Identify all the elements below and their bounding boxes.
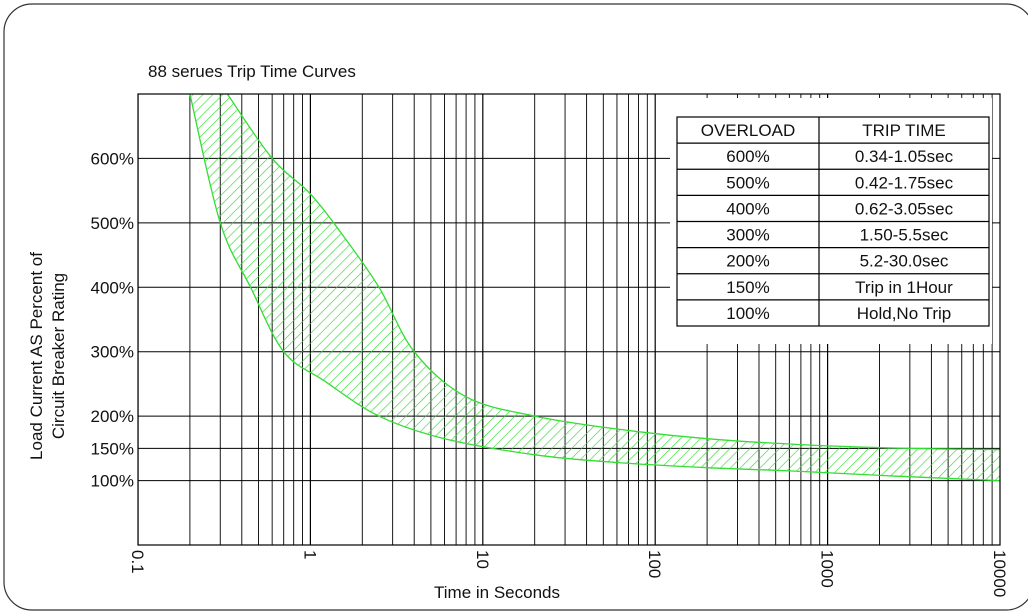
table-cell: 200%	[726, 252, 769, 271]
trip-band-area	[189, 94, 1000, 481]
y-tick-label: 300%	[91, 343, 134, 362]
y-tick-label: 400%	[91, 278, 134, 297]
plot-border	[137, 93, 1001, 546]
table-cell: 150%	[726, 278, 769, 297]
y-tick-label: 600%	[91, 149, 134, 168]
table-cell: 0.62-3.05sec	[855, 199, 954, 218]
table-cell: 0.34-1.05sec	[855, 147, 954, 166]
y-tick-label: 200%	[91, 407, 134, 426]
x-tick-label: 1000	[818, 550, 837, 588]
table-cell: Trip in 1Hour	[855, 278, 953, 297]
table-header-cell: OVERLOAD	[701, 121, 795, 140]
x-axis-label: Time in Seconds	[434, 583, 560, 602]
chart-title: 88 serues Trip Time Curves	[148, 62, 356, 81]
y-tick-label: 100%	[91, 472, 134, 491]
y-tick-labels: 100% 150% 200% 300% 400% 500% 600%	[91, 149, 134, 490]
x-tick-label: 10000	[990, 550, 1009, 597]
x-tick-labels: 0.1 1 10 100 1000 10000	[128, 550, 1009, 597]
x-tick-label: 100	[645, 550, 664, 578]
table-header-cell: TRIP TIME	[862, 121, 945, 140]
table-cell: 0.42-1.75sec	[855, 173, 954, 192]
lower-trip-curve	[189, 94, 1000, 482]
upper-trip-curve	[226, 94, 1000, 451]
trip-band	[189, 94, 1000, 482]
x-tick-label: 10	[473, 550, 492, 569]
table-cell: 500%	[726, 173, 769, 192]
y-tick-label: 500%	[91, 214, 134, 233]
table-cell: 5.2-30.0sec	[860, 252, 949, 271]
table-cell: 600%	[726, 147, 769, 166]
y-axis-label-line-2: Circuit Breaker Rating	[49, 273, 68, 439]
x-tick-label: 0.1	[128, 550, 147, 574]
x-tick-label: 1	[300, 550, 319, 559]
table-cell: Hold,No Trip	[857, 304, 951, 323]
table-cell: 300%	[726, 226, 769, 245]
trip-time-table: OVERLOAD TRIP TIME 600% 0.34-1.05sec 500% 0.4…	[670, 98, 992, 344]
y-tick-label: 150%	[91, 439, 134, 458]
table-cell: 100%	[726, 304, 769, 323]
table-cell: 1.50-5.5sec	[860, 226, 949, 245]
y-axis-label: Load Current AS Percent of Circuit Break…	[27, 252, 68, 460]
y-axis-label-line-1: Load Current AS Percent of	[27, 252, 46, 460]
table-cell: 400%	[726, 199, 769, 218]
